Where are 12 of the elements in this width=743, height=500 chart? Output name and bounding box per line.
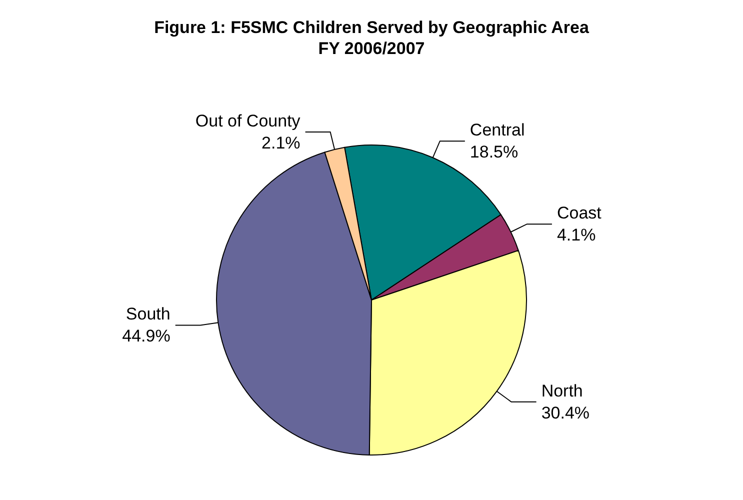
data-label: 44.9% <box>122 326 170 346</box>
slice-label: Out of County <box>195 111 301 130</box>
data-label: 4.1% <box>556 226 596 245</box>
data-label: 2.1% <box>262 133 300 152</box>
chart-title: Figure 1: F5SMC Children Served by Geographic Area <box>154 18 590 37</box>
data-label: 18.5% <box>470 142 518 162</box>
data-label: 30.4% <box>541 403 590 422</box>
slice-label: South <box>126 304 170 324</box>
chart-subtitle: FY 2006/2007 <box>318 39 425 58</box>
slice-label: Central <box>470 120 525 140</box>
slice-label: Coast <box>556 204 602 223</box>
slice-label: North <box>541 381 583 400</box>
